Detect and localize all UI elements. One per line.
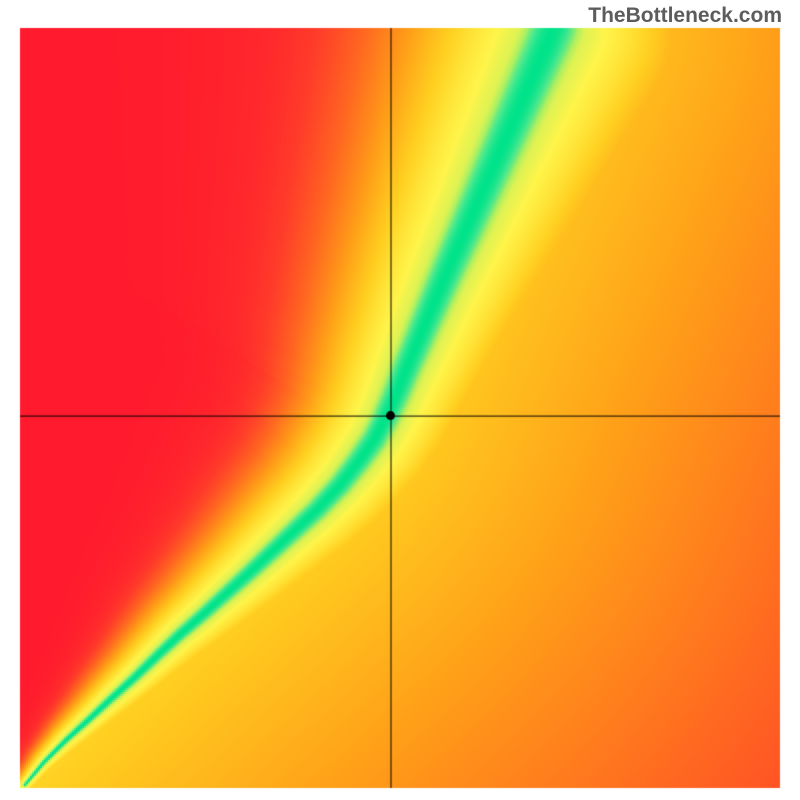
heatmap-canvas xyxy=(0,0,800,800)
watermark-text: TheBottleneck.com xyxy=(588,4,782,28)
chart-container: TheBottleneck.com xyxy=(0,0,800,800)
